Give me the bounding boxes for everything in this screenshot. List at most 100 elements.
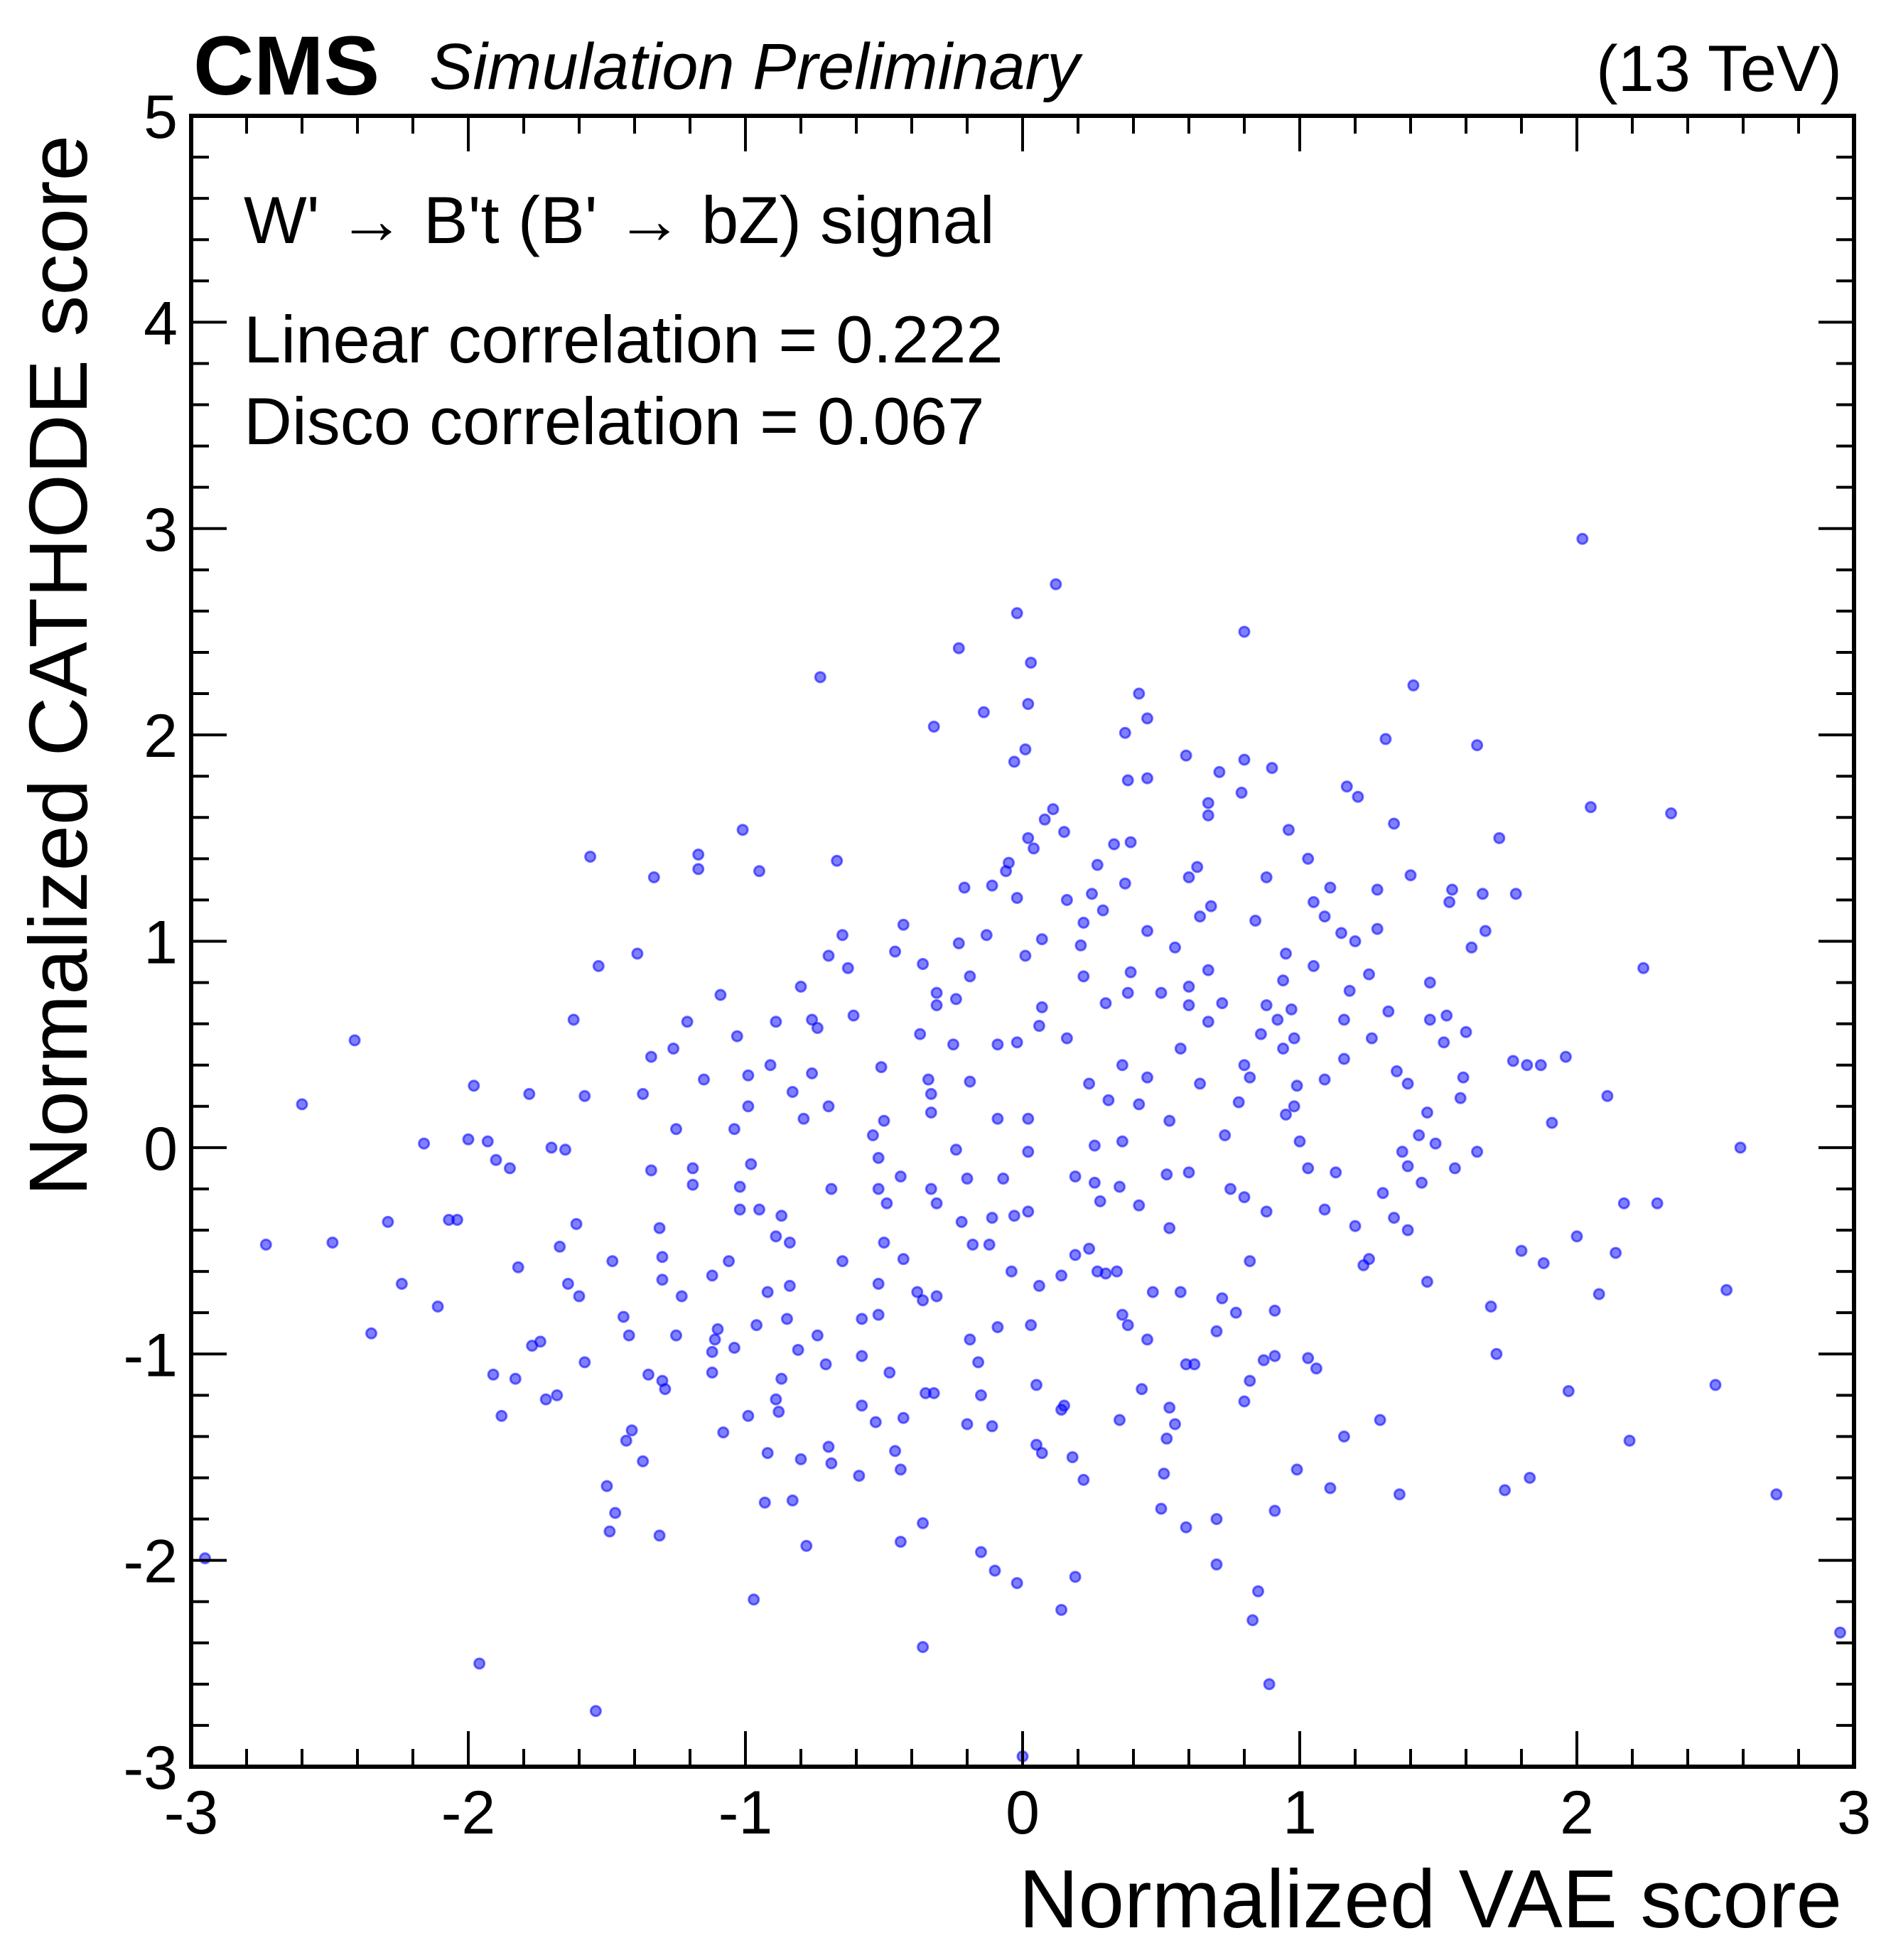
data-point <box>897 1253 910 1266</box>
data-point <box>1302 852 1315 865</box>
data-point <box>706 1366 718 1379</box>
data-point <box>1593 1288 1605 1301</box>
data-point <box>1124 966 1137 979</box>
data-point <box>1337 1013 1350 1026</box>
data-point <box>914 1028 927 1040</box>
data-point <box>1047 803 1060 816</box>
data-point <box>1008 755 1020 768</box>
data-point <box>670 1123 682 1136</box>
data-point <box>794 1453 807 1465</box>
data-point <box>1028 842 1040 855</box>
data-point <box>1244 1255 1256 1268</box>
data-point <box>1244 1071 1256 1084</box>
data-point <box>742 1100 755 1113</box>
data-point <box>1146 1286 1159 1298</box>
data-point <box>573 1290 586 1303</box>
data-point <box>1357 1259 1370 1271</box>
data-point <box>1182 871 1195 883</box>
data-point <box>869 1416 882 1428</box>
data-point <box>1055 1603 1068 1616</box>
data-point <box>1446 883 1458 896</box>
data-point <box>1136 1383 1148 1396</box>
data-point <box>1271 1013 1284 1026</box>
data-point <box>1330 1166 1342 1179</box>
data-point <box>1537 1256 1550 1269</box>
data-point <box>1091 1265 1104 1278</box>
y-tick-label: -1 <box>124 1321 178 1389</box>
data-point <box>1404 869 1417 882</box>
data-point <box>584 850 597 863</box>
data-point <box>964 970 976 983</box>
data-point <box>770 1393 782 1406</box>
data-point <box>961 1172 974 1185</box>
data-point <box>1155 1502 1168 1515</box>
data-point <box>911 1286 924 1298</box>
data-point <box>1244 1374 1256 1387</box>
data-point <box>836 1255 848 1268</box>
data-point <box>451 1214 463 1227</box>
y-tick-label: 2 <box>144 702 178 770</box>
data-point <box>1254 1028 1267 1040</box>
data-point <box>1493 831 1506 844</box>
data-point <box>1490 1347 1503 1360</box>
data-point <box>1025 656 1038 669</box>
data-point <box>961 1418 974 1431</box>
data-point <box>1252 1585 1264 1598</box>
data-point <box>988 1564 1001 1577</box>
data-point <box>883 1366 896 1379</box>
data-point <box>927 721 940 733</box>
data-point <box>1182 1166 1195 1179</box>
data-point <box>811 1021 824 1034</box>
data-point <box>1119 877 1131 890</box>
data-point <box>1077 916 1090 929</box>
data-point <box>1099 997 1112 1010</box>
data-point <box>1202 1016 1214 1028</box>
data-point <box>1285 1003 1298 1016</box>
data-point <box>1022 1205 1035 1218</box>
data-point <box>1060 1032 1073 1045</box>
data-point <box>570 1217 583 1230</box>
data-point <box>1423 976 1436 989</box>
data-point <box>1055 1269 1068 1282</box>
data-point <box>1257 1354 1270 1367</box>
data-point <box>578 1089 591 1102</box>
data-point <box>770 1016 782 1028</box>
data-point <box>675 1290 688 1303</box>
data-point <box>1349 935 1362 947</box>
data-point <box>761 1286 774 1298</box>
data-point <box>1290 1079 1303 1092</box>
data-point <box>1601 1089 1614 1102</box>
data-point <box>1277 974 1290 987</box>
data-point <box>1562 1385 1575 1398</box>
data-point <box>952 937 965 949</box>
data-point <box>1374 1414 1386 1426</box>
data-point <box>1069 1249 1082 1261</box>
data-point <box>1210 1513 1223 1526</box>
data-point <box>1288 1100 1300 1113</box>
data-point <box>1091 858 1104 871</box>
data-point <box>1376 1187 1389 1200</box>
data-point <box>1194 910 1207 923</box>
plot-frame <box>189 114 1856 1769</box>
data-point <box>1401 1224 1414 1237</box>
data-point <box>797 1112 810 1125</box>
data-point <box>620 1434 632 1447</box>
y-tick-label: 3 <box>144 496 178 564</box>
data-point <box>1235 786 1248 799</box>
data-point <box>1030 1438 1042 1451</box>
data-point <box>1302 1352 1315 1364</box>
x-tick-label: -3 <box>164 1779 218 1847</box>
data-point <box>1576 532 1589 545</box>
disco-correlation: Disco correlation = 0.067 <box>244 384 984 458</box>
data-point <box>733 1203 746 1216</box>
data-point <box>1077 1473 1090 1486</box>
data-point <box>952 642 965 655</box>
data-point <box>983 1238 996 1251</box>
data-point <box>1194 1077 1207 1090</box>
data-point <box>1083 1242 1096 1255</box>
data-point <box>1440 1009 1453 1022</box>
data-point <box>1133 687 1146 700</box>
data-point <box>1163 1222 1176 1234</box>
data-point <box>980 929 993 942</box>
